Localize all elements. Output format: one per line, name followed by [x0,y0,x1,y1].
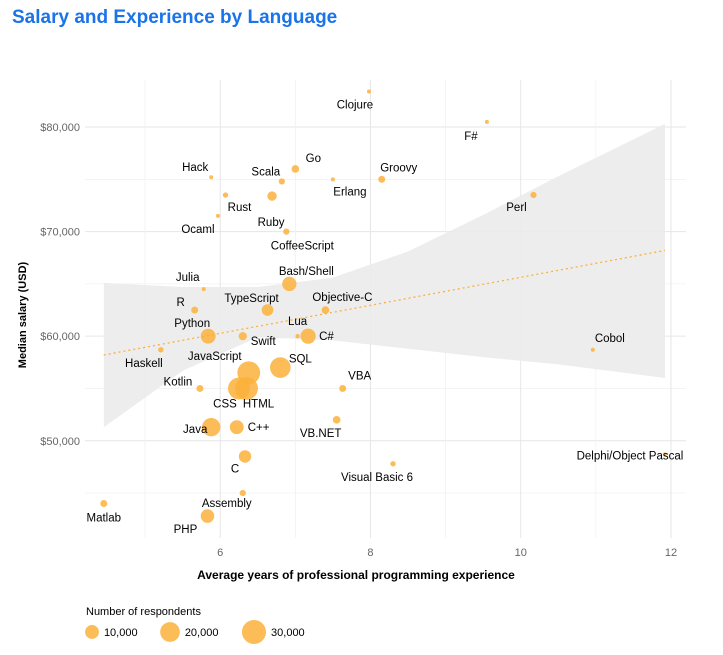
point-r [191,307,198,314]
label-assembly: Assembly [202,498,252,510]
legend-title: Number of respondents [86,606,201,618]
point-hack [209,175,213,179]
label-kotlin: Kotlin [164,376,193,388]
label-vba: VBA [348,370,371,382]
label-swift: Swift [251,336,277,348]
y-axis-title: Median salary (USD) [17,261,29,368]
point-swift [239,332,247,340]
point-scala [279,178,285,184]
label-java: Java [183,424,208,436]
x-tick-label: 8 [367,547,373,559]
x-tick-label: 6 [217,547,223,559]
point-clojure [367,90,371,94]
label-visual-basic-6: Visual Basic 6 [341,472,413,484]
x-tick-label: 10 [515,547,527,559]
label-objective-c: Objective-C [312,292,372,304]
point-c [301,329,316,344]
size-legend: Number of respondents 10,000 20,000 30,000 [85,606,305,644]
label-typescript: TypeScript [224,293,279,305]
label-f: F# [464,131,478,143]
point-c [239,450,251,462]
label-delphi-object-pascal: Delphi/Object Pascal [577,450,684,462]
point-haskell [158,347,163,352]
point-bash-shell [282,277,296,291]
label-perl: Perl [506,202,526,214]
legend-label-30000: 30,000 [271,627,305,639]
label-matlab: Matlab [87,512,122,524]
legend-circle-30000 [242,620,266,644]
label-haskell: Haskell [125,358,163,370]
label-clojure: Clojure [337,100,373,112]
label-bash-shell: Bash/Shell [279,266,334,278]
point-objective-c [322,306,330,314]
point-vba [339,385,346,392]
point-matlab [100,500,107,507]
label-python: Python [174,318,210,330]
label-r: R [177,297,185,309]
point-visual-basic-6 [390,461,395,466]
label-erlang: Erlang [333,186,366,198]
label-sql: SQL [289,354,313,366]
label-ruby: Ruby [258,217,285,229]
label-hack: Hack [182,162,208,174]
point-ruby [267,191,276,200]
label-lua: Lua [288,316,308,328]
point-perl [530,192,536,198]
label-julia: Julia [176,272,200,284]
point-sql [270,357,291,378]
label-scala: Scala [251,166,280,178]
point-css [228,377,250,399]
point-vb-net [333,416,341,424]
label-javascript: JavaScript [188,351,242,363]
label-rust: Rust [228,202,252,214]
label-cobol: Cobol [595,333,625,345]
label-php: PHP [174,524,198,536]
point-go [292,165,300,173]
point-f [485,120,489,124]
x-axis-title: Average years of professional programmin… [197,568,515,582]
y-tick-label: $80,000 [40,122,80,134]
legend-label-10000: 10,000 [104,627,138,639]
point-erlang [331,177,335,181]
point-rust [223,192,228,197]
point-c [230,420,244,434]
label-html: HTML [243,398,275,410]
point-lua [295,334,299,338]
point-cobol [591,348,595,352]
label-css: CSS [213,398,237,410]
point-julia [202,287,206,291]
label-c: C++ [248,422,270,434]
label-ocaml: Ocaml [181,224,214,236]
point-php [201,509,215,523]
label-go: Go [306,153,321,165]
y-tick-label: $50,000 [40,436,80,448]
legend-circle-10000 [85,625,99,639]
point-coffeescript [283,229,289,235]
point-ocaml [216,214,220,218]
point-typescript [262,304,274,316]
legend-circle-20000 [160,622,180,642]
point-kotlin [196,385,203,392]
label-coffeescript: CoffeeScript [271,241,335,253]
label-c: C# [319,331,334,343]
point-groovy [378,176,385,183]
point-python [201,329,216,344]
x-tick-label: 12 [665,547,677,559]
label-vb-net: VB.NET [300,428,342,440]
legend-label-20000: 20,000 [185,627,219,639]
label-groovy: Groovy [380,162,417,174]
y-tick-label: $70,000 [40,227,80,239]
point-assembly [240,490,246,496]
y-tick-label: $60,000 [40,331,80,343]
label-c: C [231,463,239,475]
